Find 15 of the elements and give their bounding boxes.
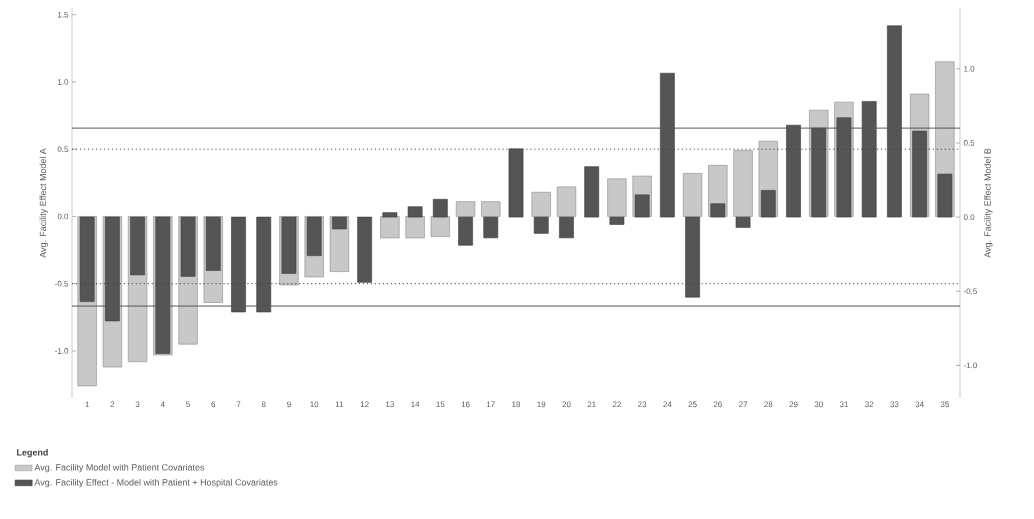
bar: [584, 166, 600, 218]
bar: [760, 190, 776, 218]
legend-label: Avg. Facility Model with Patient Covariates: [34, 463, 205, 473]
legend-title: Legend: [17, 448, 48, 458]
y-axis-title: Avg. Facility Effect Model A: [39, 148, 48, 258]
bar: [735, 216, 751, 228]
bar: [205, 216, 221, 271]
bar: [937, 173, 953, 218]
bar: [130, 216, 145, 276]
bar: [332, 216, 347, 230]
y2-axis-title: Avg. Facility Effect Model B: [984, 148, 993, 258]
bar: [609, 216, 625, 225]
legend-label: Avg. Facility Effect - Model with Patient + Hospital Covariates: [34, 478, 278, 488]
bar: [710, 203, 726, 218]
bar: [382, 212, 398, 218]
